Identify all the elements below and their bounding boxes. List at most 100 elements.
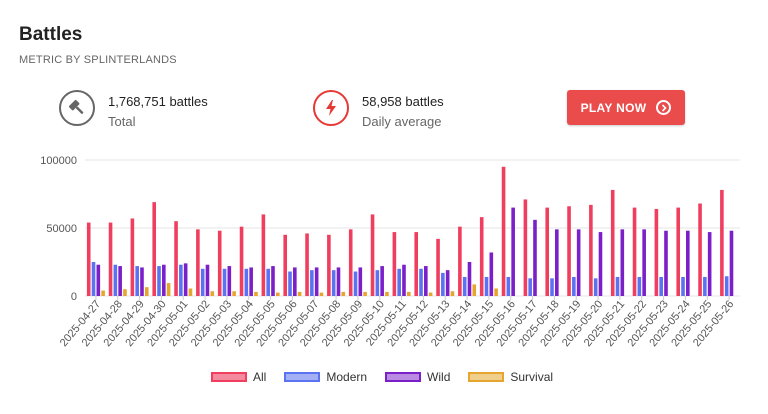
battles-bar-chart: 1000005000002025-04-272025-04-282025-04-… [40,155,740,349]
bar-all-2025-05-17 [523,199,528,296]
bar-modern-2025-05-12 [419,268,423,296]
stat-daily-label: Daily average [362,114,442,129]
legend-swatch-wild [385,372,422,382]
y-tick-label: 100000 [40,155,77,167]
bar-modern-2025-05-09 [353,271,358,296]
bar-survival-2025-05-15 [494,288,498,296]
gavel-icon [59,90,95,126]
legend-label-all: All [253,370,267,384]
bar-modern-2025-05-15 [484,276,489,296]
bar-all-2025-05-05 [261,214,266,296]
bar-survival-2025-05-08 [341,291,346,296]
bar-all-2025-05-11 [392,232,397,296]
bar-survival-2025-05-10 [385,291,389,296]
bar-all-2025-05-12 [414,232,419,296]
page-title: Battles [19,24,83,45]
bar-wild-2025-05-02 [205,264,210,296]
bar-survival-2025-05-03 [232,291,236,296]
legend-label-modern: Modern [326,370,368,384]
bar-survival-2025-04-28 [123,289,127,296]
bar-survival-2025-05-06 [297,291,302,296]
bar-survival-2025-05-04 [254,291,258,296]
bar-modern-2025-05-20 [593,278,598,296]
stat-total-value: 1,768,751 battles [108,94,208,109]
bar-survival-2025-05-01 [188,288,193,296]
legend-item-all[interactable]: All [211,370,266,384]
bar-modern-2025-05-01 [179,264,183,296]
bar-wild-2025-05-13 [445,270,450,296]
bar-wild-2025-04-28 [118,266,122,296]
bar-all-2025-05-07 [305,233,309,296]
bar-modern-2025-05-14 [462,276,467,296]
bar-survival-2025-05-02 [210,291,215,296]
bar-all-2025-05-04 [239,226,244,296]
bar-all-2025-05-10 [370,214,375,296]
chart-legend: All Modern Wild Survival [211,370,553,384]
bar-modern-2025-05-06 [288,271,292,296]
bar-modern-2025-05-23 [659,276,663,296]
bar-all-2025-05-01 [174,221,178,296]
legend-item-modern[interactable]: Modern [284,370,367,384]
bar-modern-2025-05-26 [724,276,729,296]
legend-swatch-all [211,372,247,382]
bar-all-2025-05-21 [610,189,615,296]
bar-all-2025-05-09 [348,229,353,296]
bar-wild-2025-05-23 [664,230,668,296]
bar-survival-2025-05-11 [406,291,411,296]
bar-all-2025-05-26 [720,189,724,296]
bar-modern-2025-05-19 [572,276,576,296]
stat-daily-value: 58,958 battles [362,94,444,109]
bar-wild-2025-05-09 [358,267,363,296]
bar-wild-2025-05-19 [576,229,581,296]
bar-wild-2025-05-11 [402,264,406,296]
bar-all-2025-05-20 [589,204,593,296]
bar-wild-2025-05-15 [489,252,494,296]
bar-survival-2025-05-09 [363,291,367,296]
bar-survival-2025-04-27 [101,290,105,296]
bar-modern-2025-05-21 [615,276,620,296]
bar-wild-2025-05-10 [380,266,384,296]
bar-survival-2025-04-29 [144,287,149,296]
bar-modern-2025-05-08 [331,270,336,296]
bar-modern-2025-05-13 [441,272,445,296]
bar-wild-2025-05-26 [729,230,734,296]
bar-all-2025-04-30 [152,202,157,296]
legend-swatch-modern [284,372,321,382]
bar-wild-2025-05-07 [314,267,319,296]
play-now-label: PLAY NOW [580,100,647,115]
bar-wild-2025-05-24 [686,230,690,296]
play-now-button[interactable]: PLAY NOW [567,90,685,125]
bar-modern-2025-05-03 [222,268,227,296]
bar-modern-2025-05-11 [397,268,401,296]
bar-wild-2025-05-16 [511,207,515,296]
bar-all-2025-05-13 [436,238,440,296]
bar-all-2025-05-14 [458,226,462,296]
bar-survival-2025-05-05 [275,292,280,296]
bar-all-2025-04-28 [108,222,113,296]
bar-modern-2025-05-05 [266,268,270,296]
bar-all-2025-05-06 [283,234,288,296]
bar-wild-2025-05-20 [598,232,603,296]
bar-wild-2025-05-12 [424,266,428,296]
bar-modern-2025-05-07 [310,270,314,296]
legend-item-wild[interactable]: Wild [385,370,450,384]
bar-wild-2025-05-17 [533,219,537,296]
bar-wild-2025-05-01 [183,263,188,296]
bar-modern-2025-05-10 [375,270,380,296]
bar-wild-2025-05-14 [467,262,472,296]
bar-all-2025-05-18 [545,207,550,296]
bar-survival-2025-05-13 [450,291,455,296]
bar-all-2025-05-23 [654,208,659,296]
legend-label-wild: Wild [427,370,451,384]
legend-item-survival[interactable]: Survival [468,370,553,384]
lightning-icon [313,90,349,126]
bar-modern-2025-05-16 [506,276,511,296]
bar-survival-2025-05-12 [428,292,433,296]
bar-wild-2025-05-04 [249,267,253,296]
bar-all-2025-04-27 [86,222,91,296]
bar-survival-2025-04-30 [166,283,171,296]
bar-modern-2025-05-04 [244,268,249,296]
bar-all-2025-05-03 [217,230,222,296]
legend-label-survival: Survival [510,370,554,384]
bar-wild-2025-05-03 [227,266,232,296]
